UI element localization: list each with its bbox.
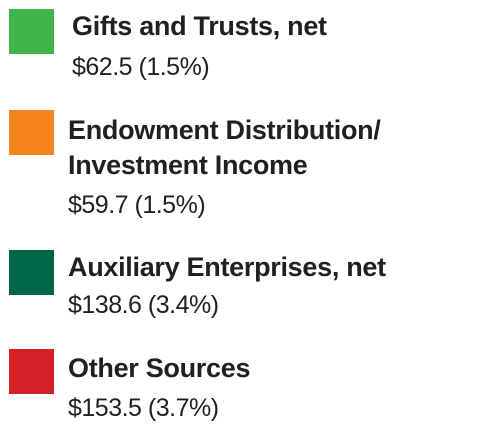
legend-label-line: Endowment Distribution/ (68, 115, 381, 145)
legend-label: Gifts and Trusts, net (72, 11, 327, 41)
legend-label: Auxiliary Enterprises, net (68, 252, 386, 282)
legend-label: Endowment Distribution/ Investment Incom… (68, 113, 381, 183)
legend-swatch (9, 9, 54, 54)
legend-swatch (9, 349, 54, 394)
legend-swatch (9, 110, 54, 155)
legend-value: $153.5 (3.7%) (68, 394, 219, 422)
legend-label-line: Investment Income (68, 150, 308, 180)
legend-value: $138.6 (3.4%) (68, 291, 219, 319)
legend-value: $59.7 (1.5%) (68, 191, 206, 219)
legend-label: Other Sources (68, 353, 251, 383)
legend-value: $62.5 (1.5%) (72, 53, 210, 81)
legend-swatch (9, 250, 54, 295)
